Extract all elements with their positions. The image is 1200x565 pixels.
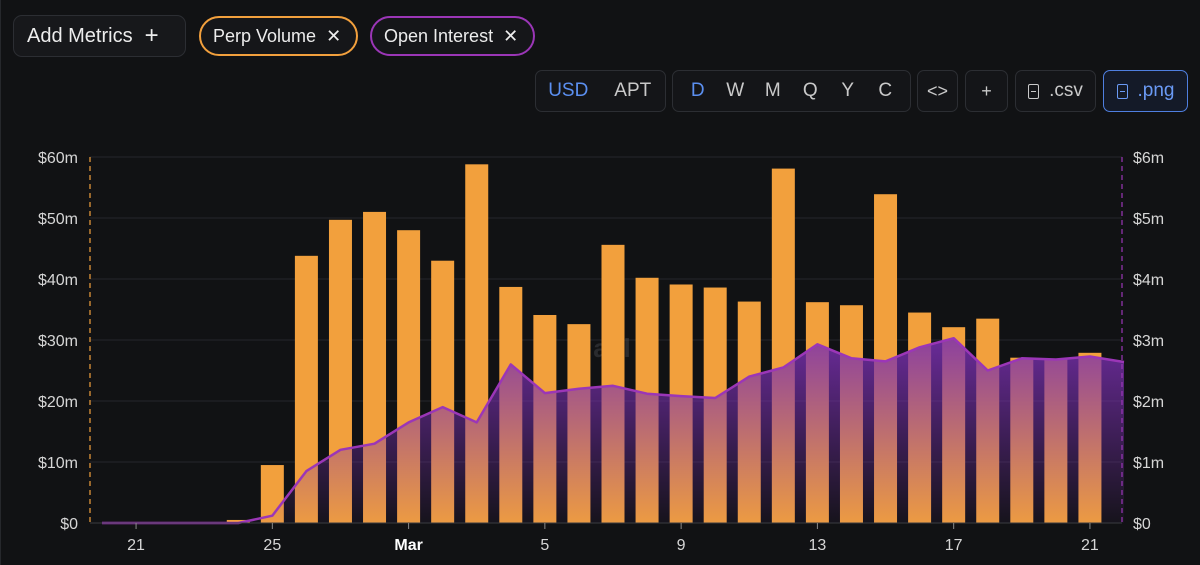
y-tick-left: $30m (38, 333, 78, 350)
close-icon[interactable]: ✕ (503, 25, 519, 46)
open-interest-line (102, 336, 1125, 525)
metric-pill-label: Perp Volume (213, 25, 317, 46)
y-tick-left: $40m (38, 272, 78, 289)
period-option-q[interactable]: Q (802, 80, 818, 101)
add-metrics-label: Add Metrics (27, 24, 133, 47)
y-tick-left: $20m (38, 394, 78, 411)
plus-icon: + (981, 80, 992, 101)
y-tick-right: $1m (1133, 455, 1164, 472)
y-tick-right: $2m (1133, 394, 1164, 411)
metric-pill-label: Open Interest (384, 25, 494, 46)
download-csv-button[interactable]: .csv (1015, 70, 1096, 112)
y-tick-right: $6m (1133, 150, 1164, 167)
y-tick-left: $10m (38, 455, 78, 472)
add-chart-button[interactable]: + (965, 70, 1008, 112)
y-tick-right: $0 (1133, 516, 1151, 533)
period-option-d[interactable]: D (690, 80, 705, 101)
metric-pill-open-interest[interactable]: Open Interest ✕ (370, 16, 535, 56)
x-tick-label: 17 (945, 537, 963, 554)
embed-button[interactable]: <> (917, 70, 958, 112)
y-tick-right: $5m (1133, 211, 1164, 228)
bar (328, 219, 352, 523)
code-icon: <> (926, 80, 949, 101)
x-tick-label: 13 (809, 537, 827, 554)
bar (226, 519, 250, 523)
download-png-button[interactable]: .png (1103, 70, 1188, 112)
add-metrics-button[interactable]: Add Metrics + (13, 15, 186, 57)
x-tick-label: 5 (540, 537, 549, 554)
period-option-y[interactable]: Y (841, 80, 855, 101)
x-tick-label: 21 (1081, 537, 1099, 554)
file-download-icon (1116, 83, 1128, 99)
period-option-c[interactable]: C (878, 80, 893, 101)
currency-toggle: USD APT (535, 70, 666, 112)
period-option-w[interactable]: W (726, 80, 745, 101)
x-tick-label: 21 (127, 537, 145, 554)
png-label: .png (1137, 80, 1175, 101)
y-tick-left: $50m (38, 211, 78, 228)
metric-pill-perp-volume[interactable]: Perp Volume ✕ (199, 16, 358, 56)
y-tick-right: $4m (1133, 272, 1164, 289)
y-tick-right: $3m (1133, 333, 1164, 350)
currency-option-usd[interactable]: USD (548, 80, 589, 101)
x-tick-label: 9 (677, 537, 686, 554)
csv-label: .csv (1049, 80, 1083, 101)
currency-option-apt[interactable]: APT (614, 80, 652, 101)
period-toggle: D W M Q Y C (672, 70, 911, 112)
y-tick-left: $60m (38, 150, 78, 167)
y-tick-left: $0 (60, 516, 78, 533)
x-tick-label: Mar (394, 537, 422, 554)
period-option-m[interactable]: M (764, 80, 781, 101)
file-download-icon (1028, 83, 1040, 99)
x-tick-label: 25 (263, 537, 281, 554)
close-icon[interactable]: ✕ (326, 25, 342, 46)
open-interest-area (102, 338, 1124, 523)
plus-icon: + (144, 22, 159, 49)
bar (294, 255, 318, 523)
